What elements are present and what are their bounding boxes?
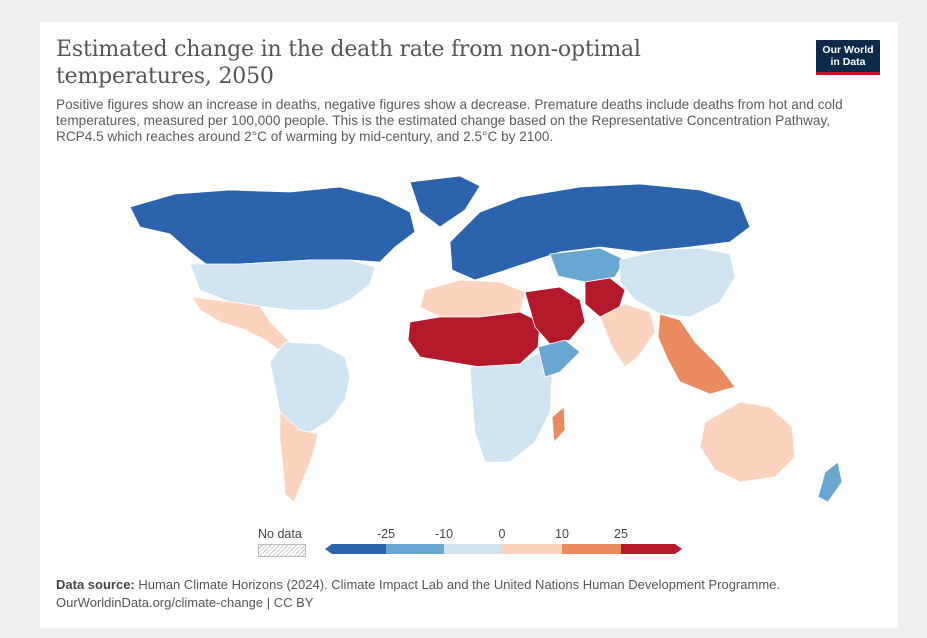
region-horn-of-africa[interactable]	[537, 339, 581, 378]
legend-swatch-0	[325, 544, 386, 554]
legend-tick-0: 0	[498, 527, 506, 541]
chart-title: Estimated change in the death rate from …	[56, 37, 641, 89]
legend-color-bar	[325, 544, 682, 554]
region-south-america-north[interactable]	[269, 341, 351, 435]
region-india[interactable]	[599, 303, 656, 368]
source-text: Human Climate Horizons (2024). Climate I…	[138, 577, 780, 592]
region-central-asia[interactable]	[549, 247, 626, 283]
legend-swatch-3	[502, 544, 562, 554]
source-label: Data source:	[56, 577, 135, 592]
no-data-label: No data	[258, 527, 302, 541]
legend-tick-neg10: -10	[434, 527, 454, 541]
region-canada[interactable]	[129, 186, 416, 268]
logo-line-1: Our World	[822, 44, 874, 56]
region-sahel[interactable]	[407, 311, 541, 368]
region-china[interactable]	[619, 247, 736, 318]
region-south-america-south[interactable]	[279, 411, 319, 503]
region-new-zealand[interactable]	[817, 461, 843, 503]
legend: No data -25 -10 0 10 25	[40, 522, 898, 572]
source-note: Data source: Human Climate Horizons (202…	[56, 576, 876, 612]
legend-tick-neg25: -25	[376, 527, 396, 541]
region-central-southern-africa[interactable]	[469, 351, 553, 463]
region-arabian-peninsula[interactable]	[524, 286, 586, 345]
world-map	[129, 175, 843, 503]
chart-card: Estimated change in the death rate from …	[40, 22, 898, 628]
legend-swatch-5	[621, 544, 682, 554]
no-data-swatch	[258, 544, 306, 557]
region-southeast-asia[interactable]	[657, 313, 736, 395]
legend-tick-10: 10	[555, 527, 569, 541]
owid-logo[interactable]: Our World in Data	[816, 40, 880, 75]
legend-tick-25: 25	[614, 527, 628, 541]
region-madagascar[interactable]	[551, 406, 566, 443]
chart-subtitle: Positive figures show an increase in dea…	[56, 97, 843, 144]
legend-swatch-1	[386, 544, 444, 554]
source-link[interactable]: OurWorldinData.org/climate-change | CC B…	[56, 595, 314, 610]
legend-swatch-4	[562, 544, 621, 554]
region-australia[interactable]	[699, 401, 796, 483]
region-north-africa[interactable]	[419, 279, 526, 318]
logo-line-2: in Data	[830, 56, 866, 68]
region-greenland[interactable]	[409, 175, 481, 228]
region-europe-russia[interactable]	[449, 183, 751, 281]
legend-swatch-2	[444, 544, 502, 554]
